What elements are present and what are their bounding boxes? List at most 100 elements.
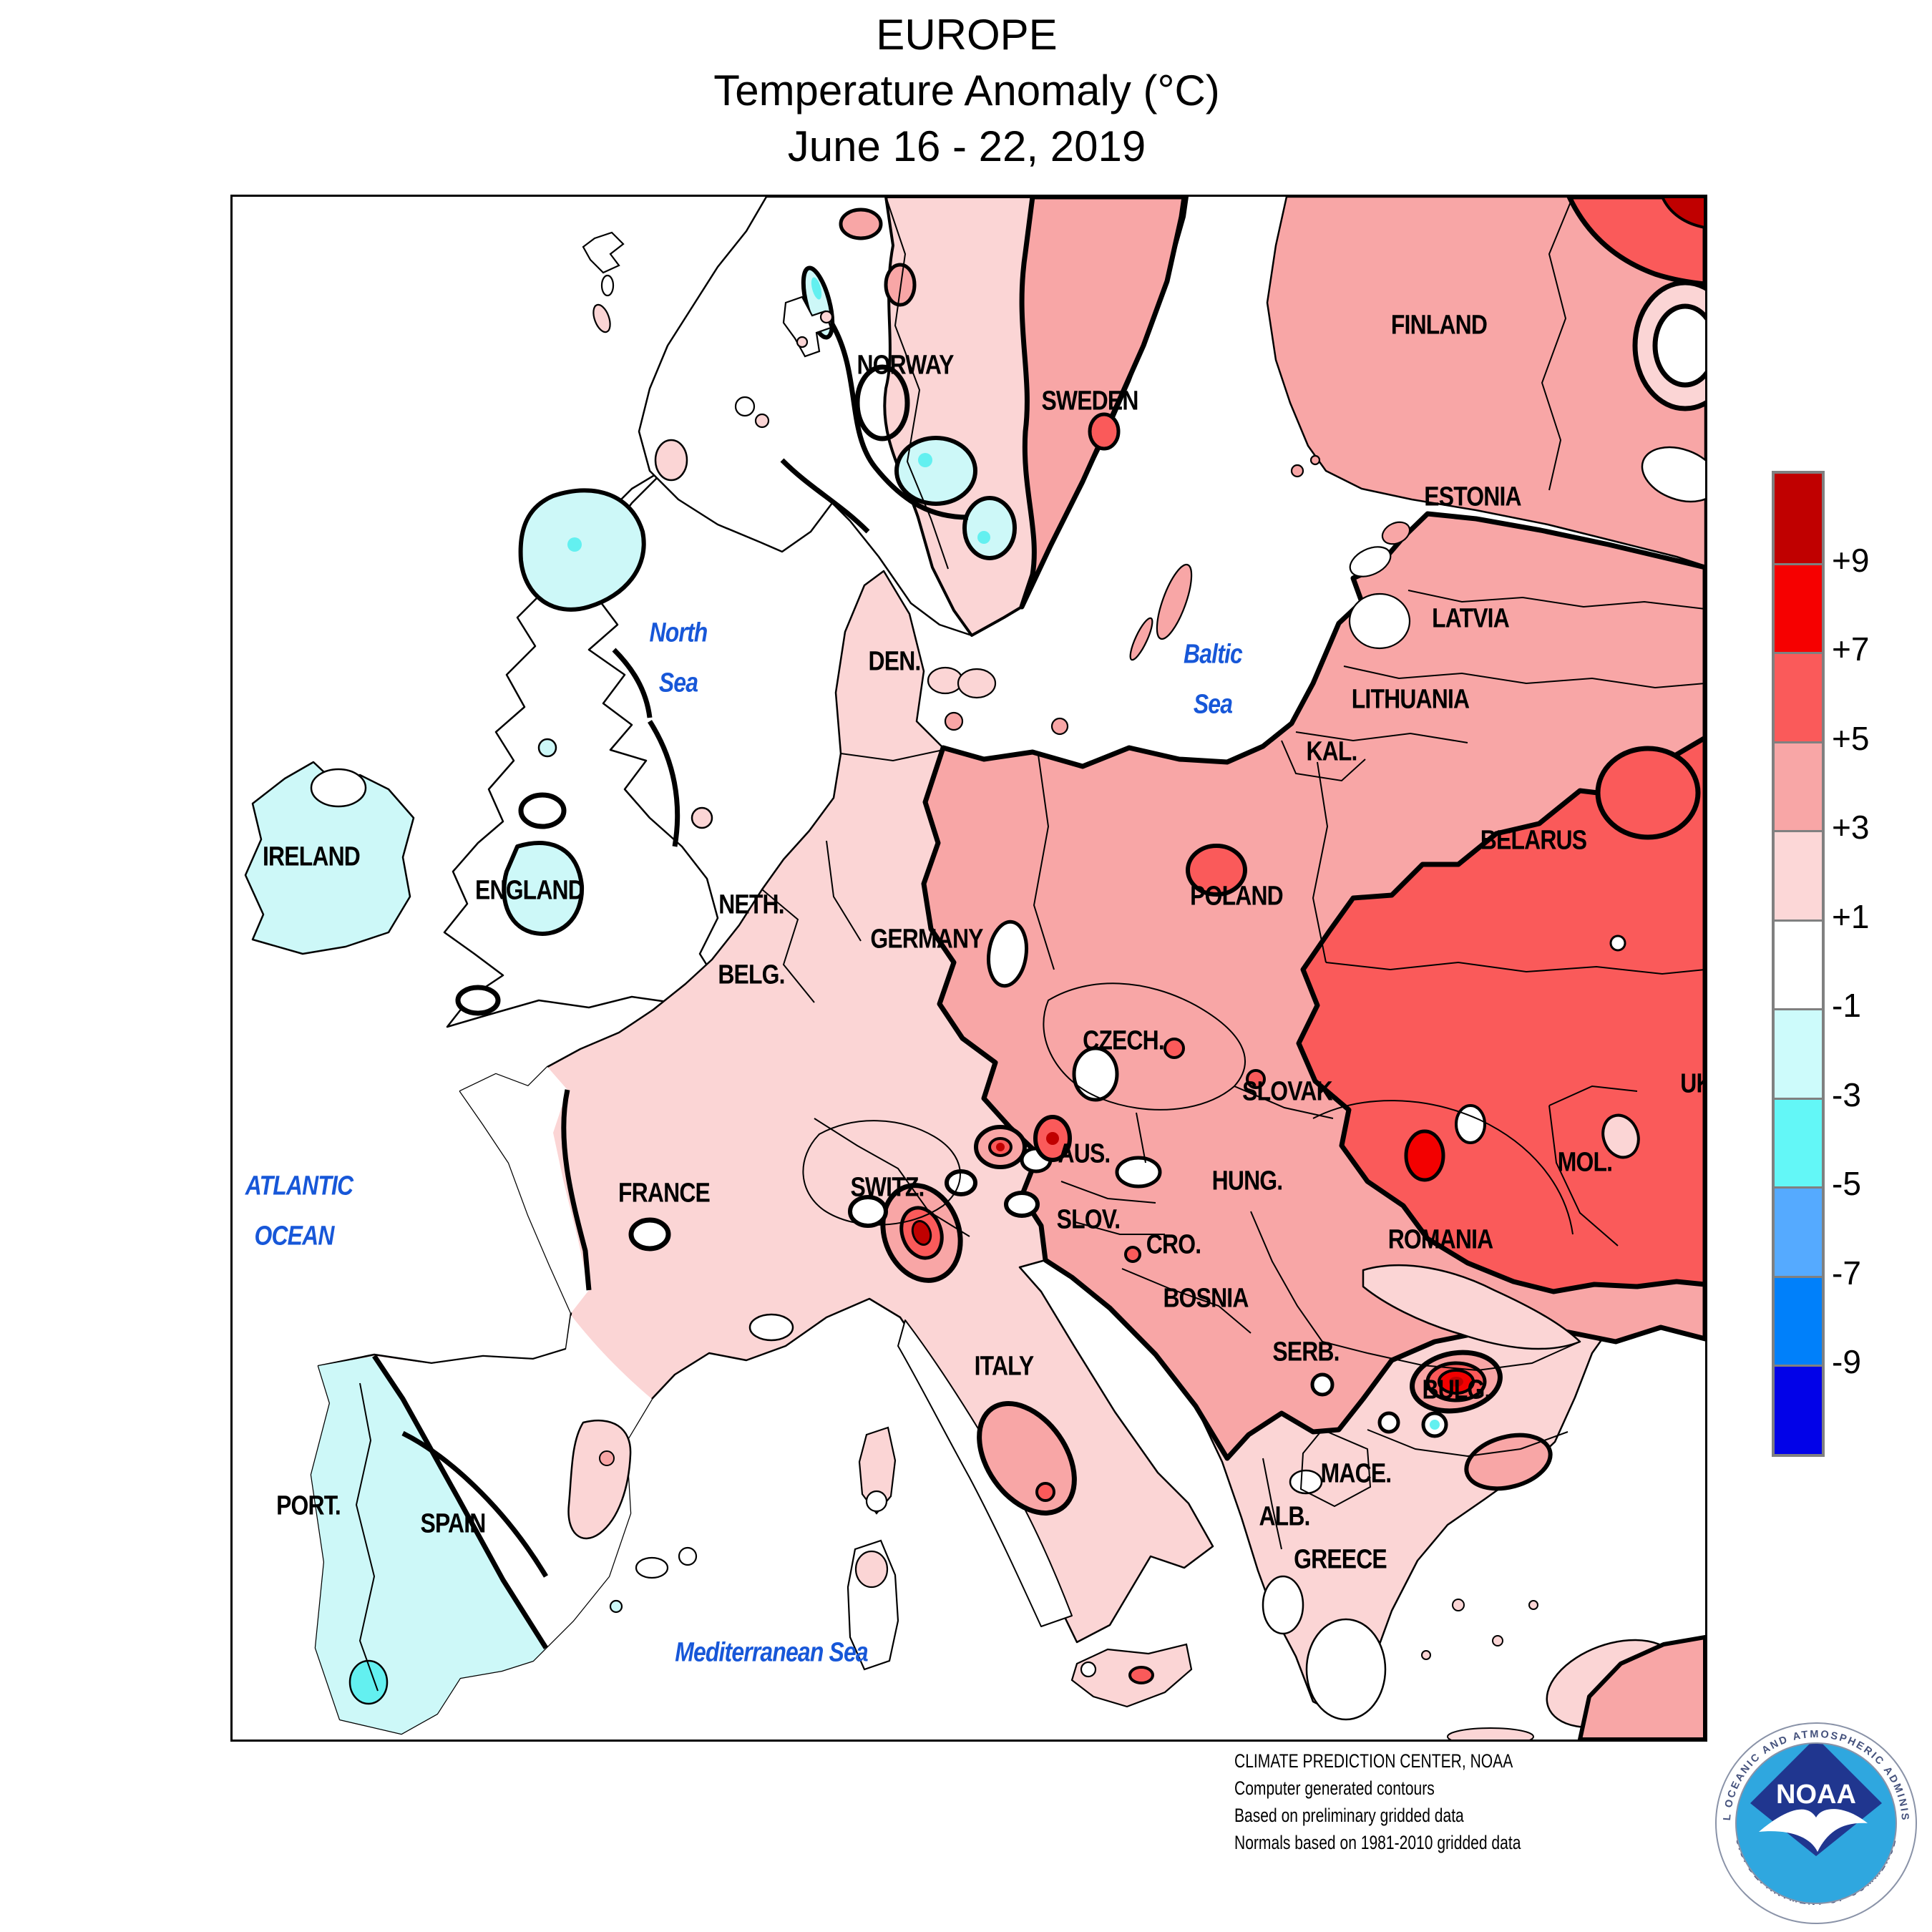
faroe-islands bbox=[582, 231, 625, 274]
map-label-belarus: BELARUS bbox=[1480, 825, 1587, 856]
map-label-finland: FINLAND bbox=[1390, 310, 1488, 341]
border-serbia bbox=[1250, 1211, 1368, 1354]
ladoga-ring-inner bbox=[1652, 303, 1705, 388]
crete bbox=[1447, 1727, 1534, 1740]
border-denmark-germany bbox=[840, 749, 944, 762]
orkney2 bbox=[754, 413, 770, 429]
denmark-isle2 bbox=[957, 668, 997, 699]
france-white-pocket bbox=[628, 1217, 671, 1252]
map-label-lithuania: LITHUANIA bbox=[1351, 684, 1470, 715]
norway-cyan3-core bbox=[977, 531, 990, 544]
border-slovakia-hungary bbox=[1234, 1085, 1334, 1119]
moldova-pink-pocket bbox=[1601, 1113, 1640, 1159]
shetland-pink2 bbox=[796, 336, 809, 348]
mallorca bbox=[635, 1556, 669, 1579]
border-croatia-bosnia bbox=[1075, 1221, 1252, 1334]
map-label-sea: Sea bbox=[1193, 689, 1233, 720]
footer-line-1: CLIMATE PREDICTION CENTER, NOAA bbox=[1234, 1750, 1513, 1772]
map-area: NORWAY SWEDEN FINLAND ESTONIA LATVIA LITHUANI… bbox=[230, 195, 1707, 1742]
border-alps bbox=[814, 1118, 970, 1237]
spain-salmon-dot bbox=[599, 1450, 615, 1466]
england-pink-dot bbox=[691, 806, 713, 829]
border-albania bbox=[1262, 1458, 1282, 1550]
romania-white-pocket bbox=[1455, 1104, 1486, 1144]
map-label-mediterranean-sea: Mediterranean Sea bbox=[675, 1637, 868, 1668]
bulgaria-core bbox=[1449, 1377, 1463, 1387]
onega-white bbox=[1641, 446, 1705, 503]
alps-white-pocket2 bbox=[945, 1169, 977, 1196]
colorbar-cell-4 bbox=[1775, 830, 1822, 919]
noaa-wordmark: NOAA bbox=[1776, 1780, 1856, 1810]
scotland-contour bbox=[612, 648, 653, 718]
map-label-ireland: IRELAND bbox=[263, 841, 361, 872]
ireland-land bbox=[244, 761, 415, 955]
colorbar-tick--3: -3 bbox=[1832, 1075, 1861, 1113]
border-netherlands-germany bbox=[826, 840, 862, 942]
colorbar-ticks: +9 +7 +5 +3 +1 -1 -3 -5 -7 -9 bbox=[1832, 471, 1918, 1451]
map-label-atlantic: ATLANTIC bbox=[245, 1171, 353, 1201]
noaa-emblem bbox=[1736, 1743, 1896, 1903]
colorbar-cell-8 bbox=[1775, 1186, 1822, 1276]
fa-small bbox=[600, 274, 615, 297]
wales-cyan-patch bbox=[502, 841, 585, 936]
map-date-range: June 16 - 22, 2019 bbox=[787, 122, 1146, 170]
aegean-island-3 bbox=[1528, 1600, 1538, 1610]
peloponnese-white bbox=[1305, 1618, 1387, 1721]
east-red-region bbox=[1296, 735, 1705, 1294]
hiiumaa bbox=[1381, 521, 1411, 545]
footer-line-2: Computer generated contours bbox=[1234, 1777, 1435, 1799]
france-white-strip bbox=[460, 1067, 589, 1313]
map-label-switz-: SWITZ. bbox=[850, 1172, 924, 1203]
map-label-latvia: LATVIA bbox=[1432, 603, 1510, 634]
iberia-contour bbox=[372, 1355, 548, 1649]
sbulgaria-salmon-patch bbox=[1464, 1433, 1553, 1491]
colorbar-tick-+9: +9 bbox=[1832, 541, 1870, 579]
border-estonia-latvia bbox=[1407, 590, 1705, 610]
colorbar-cell-2 bbox=[1775, 652, 1822, 741]
map-label-poland: POLAND bbox=[1190, 881, 1284, 912]
border-belgium-france bbox=[761, 889, 815, 1003]
belarus-red-blob bbox=[1595, 746, 1701, 840]
serbia-white-ring bbox=[1310, 1372, 1335, 1397]
spain-white-region bbox=[374, 1315, 652, 1648]
map-label-czech-: CZECH. bbox=[1083, 1025, 1165, 1056]
turkey-salmon bbox=[1578, 1635, 1705, 1740]
noaa-inner-ring bbox=[1735, 1742, 1897, 1904]
colorbar-cell-5 bbox=[1775, 919, 1822, 1008]
colorbar-cell-7 bbox=[1775, 1097, 1822, 1186]
serbia-white-ring2 bbox=[1377, 1411, 1400, 1434]
mace-white-pocket bbox=[1289, 1469, 1323, 1495]
bornholm bbox=[1050, 717, 1069, 736]
border-poland-east bbox=[1312, 761, 1329, 963]
norway-cyan2 bbox=[894, 436, 977, 506]
colorbar-cell-10 bbox=[1775, 1365, 1822, 1454]
border-romania-north bbox=[1312, 1100, 1574, 1235]
map-label-italy: ITALY bbox=[974, 1351, 1035, 1382]
germany-white-pocket bbox=[987, 919, 1028, 988]
border-germany-poland bbox=[1033, 754, 1055, 970]
norway-contour2 bbox=[780, 458, 870, 534]
border-moldova bbox=[1548, 1085, 1638, 1246]
romania-bright-red-blob bbox=[1404, 1129, 1445, 1182]
map-label-greece: GREECE bbox=[1294, 1544, 1387, 1575]
noaa-seagull bbox=[1759, 1809, 1868, 1852]
ireland-white-patch bbox=[310, 768, 367, 808]
map-label-germany: GERMANY bbox=[870, 924, 983, 955]
map-label-serb-: SERB. bbox=[1272, 1337, 1340, 1367]
colorbar-cell-1 bbox=[1775, 562, 1822, 652]
colorbar-legend bbox=[1772, 471, 1825, 1457]
portugal-cyan-spot bbox=[348, 1659, 389, 1705]
country-borders bbox=[761, 197, 1705, 1550]
map-label-ocean: OCEAN bbox=[254, 1221, 334, 1252]
england-white-ring bbox=[518, 792, 567, 829]
provence-white-pocket bbox=[748, 1313, 794, 1342]
map-label-slov-: SLOV. bbox=[1056, 1204, 1121, 1235]
aegean-island-2 bbox=[1492, 1635, 1503, 1646]
norway-contour-ring bbox=[854, 364, 910, 441]
slovakia-red-dot bbox=[1246, 1069, 1266, 1089]
orkney1 bbox=[734, 396, 756, 417]
map-label-port-: PORT. bbox=[276, 1491, 341, 1521]
map-label-north: North bbox=[649, 618, 708, 648]
map-label-baltic: Baltic bbox=[1184, 639, 1243, 670]
colorbar-cell-9 bbox=[1775, 1275, 1822, 1365]
